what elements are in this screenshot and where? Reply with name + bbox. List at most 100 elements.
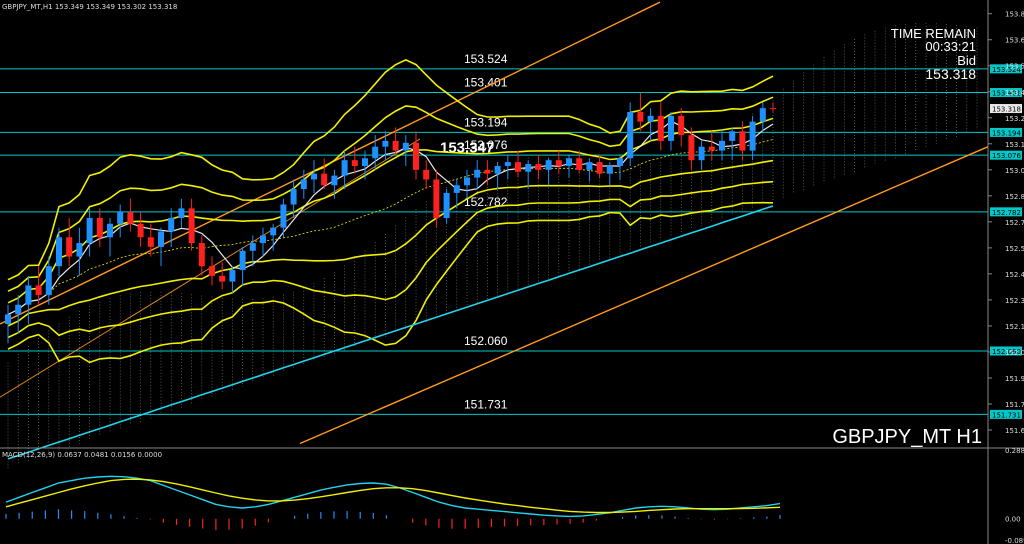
candle-bull[interactable]: [464, 177, 470, 186]
candle-bear[interactable]: [392, 140, 399, 151]
level-axis-tag: [990, 346, 1022, 356]
candle-bear[interactable]: [708, 146, 715, 151]
y-tick-label: 152.865: [1005, 193, 1024, 201]
candle-bull[interactable]: [443, 192, 450, 219]
candle-bear[interactable]: [770, 108, 776, 110]
candle-bull[interactable]: [270, 227, 277, 236]
level-axis-tag: [990, 150, 1022, 160]
candle-bull[interactable]: [239, 250, 246, 271]
y-tick-label: 151.785: [1005, 401, 1024, 409]
level-axis-tag-label: 152.060: [992, 348, 1021, 356]
candle-bull[interactable]: [647, 115, 654, 122]
candle-bear[interactable]: [484, 169, 491, 174]
candle-bull[interactable]: [749, 121, 756, 151]
candle-bear[interactable]: [96, 218, 103, 238]
candle-bull[interactable]: [382, 140, 389, 147]
candle-bull[interactable]: [729, 131, 736, 141]
level-label: 153.076: [464, 138, 508, 152]
candle-bear[interactable]: [678, 115, 685, 136]
level-axis-tag: [990, 64, 1022, 74]
candle-bull[interactable]: [15, 304, 22, 315]
candle-bull[interactable]: [586, 162, 593, 170]
candle-bull[interactable]: [402, 142, 409, 151]
candle-bear[interactable]: [555, 160, 562, 166]
y-tick-label: 152.730: [1005, 219, 1024, 227]
bollinger-bands: [7, 59, 774, 364]
candle-bull[interactable]: [300, 179, 307, 190]
horizontal-levels[interactable]: 153.524 153.524 153.401 153.401 153.194 153.1…: [0, 52, 1022, 420]
candle-bear[interactable]: [535, 164, 542, 170]
candle-bull[interactable]: [566, 158, 572, 166]
candle-bear[interactable]: [219, 275, 226, 282]
candle-bull[interactable]: [168, 218, 175, 232]
candle-bull[interactable]: [311, 173, 317, 180]
candle-bull[interactable]: [56, 237, 62, 267]
candle-bull[interactable]: [260, 235, 266, 244]
candle-bear[interactable]: [413, 142, 419, 170]
candle-bear[interactable]: [188, 208, 195, 244]
macd-panel[interactable]: 0.2884 0.00 -0.0892: [5, 447, 1024, 544]
candle-bull[interactable]: [117, 212, 124, 224]
candle-bull[interactable]: [504, 162, 511, 166]
candle-bear[interactable]: [515, 162, 521, 172]
candle-bull[interactable]: [5, 314, 11, 325]
candle-bull[interactable]: [45, 266, 52, 296]
candle-bull[interactable]: [86, 218, 93, 244]
candle-bear[interactable]: [209, 266, 215, 276]
candle-bull[interactable]: [606, 165, 613, 174]
candle-bear[interactable]: [637, 112, 644, 122]
candle-bull[interactable]: [341, 160, 348, 176]
macd-main-line: [5, 475, 781, 518]
candle-bull[interactable]: [759, 108, 766, 122]
candle-bear[interactable]: [66, 237, 73, 257]
candle-bear[interactable]: [739, 131, 746, 151]
candle-bear[interactable]: [423, 169, 430, 180]
candle-bull[interactable]: [331, 175, 338, 186]
candle-bear[interactable]: [576, 158, 583, 170]
candle-bear[interactable]: [433, 179, 440, 219]
candle-bull[interactable]: [229, 270, 236, 282]
candle-bull[interactable]: [158, 231, 164, 247]
candle-bear[interactable]: [657, 115, 664, 141]
candle-bull[interactable]: [474, 169, 481, 178]
candle-bull[interactable]: [290, 189, 297, 205]
candle-bull[interactable]: [525, 164, 532, 172]
candle-bear[interactable]: [351, 160, 358, 166]
candle-bull[interactable]: [25, 285, 32, 305]
time-remain-label: TIME REMAIN: [891, 26, 976, 41]
candle-bull[interactable]: [280, 204, 287, 228]
y-tick-label: 152.325: [1005, 297, 1024, 305]
candle-bull[interactable]: [76, 243, 83, 257]
candle-bull[interactable]: [249, 243, 256, 251]
candle-bear[interactable]: [137, 223, 144, 238]
y-tick-label: 151.920: [1005, 375, 1024, 383]
level-axis-tag: [990, 127, 1022, 137]
candles[interactable]: [5, 92, 776, 344]
ma-fast-line: [7, 120, 774, 315]
candle-bull[interactable]: [627, 112, 634, 159]
candle-bear[interactable]: [127, 212, 134, 224]
candle-bear[interactable]: [198, 243, 205, 267]
candle-bear[interactable]: [321, 173, 328, 186]
candle-bull[interactable]: [453, 185, 460, 193]
candle-bull[interactable]: [107, 223, 113, 238]
level-axis-tag-label: 151.731: [992, 411, 1021, 419]
candle-bull[interactable]: [362, 158, 368, 166]
candle-bull[interactable]: [372, 146, 379, 159]
candle-bull[interactable]: [494, 165, 501, 174]
candle-bull[interactable]: [668, 115, 674, 141]
candle-bull[interactable]: [545, 160, 552, 170]
y-tick-label: 152.055: [1005, 349, 1024, 357]
candle-bear[interactable]: [147, 237, 154, 247]
candle-bear[interactable]: [35, 285, 42, 296]
candle-bull[interactable]: [617, 158, 623, 166]
candle-bull[interactable]: [178, 208, 185, 219]
candle-bull[interactable]: [719, 140, 725, 151]
candle-bear[interactable]: [596, 162, 603, 174]
candle-bear[interactable]: [688, 135, 695, 161]
channel-lower-line[interactable]: [299, 146, 989, 445]
candle-bull[interactable]: [698, 146, 705, 161]
